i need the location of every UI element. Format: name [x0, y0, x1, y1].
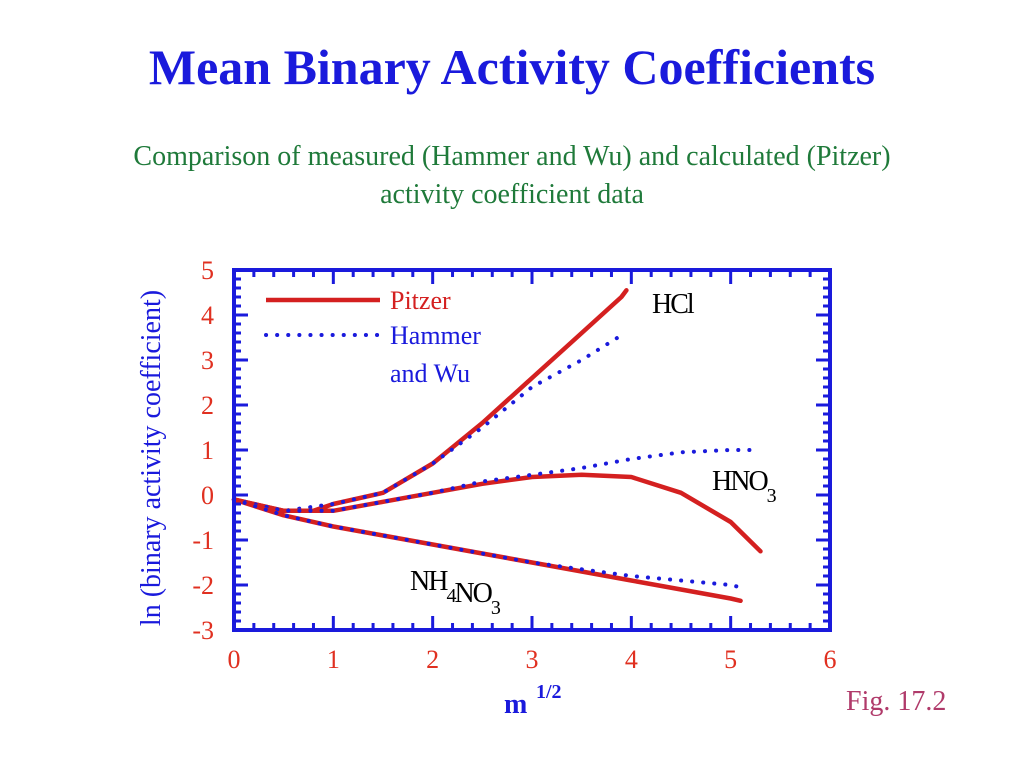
y-tick-label: 1 [201, 436, 214, 465]
labels-layer: 0 1 2 3 4 5 6 5 4 3 2 1 0 -1 -2 -3 ln (binary activity c… [136, 256, 837, 720]
legend-hammer-wu-label: Hammer [390, 321, 481, 350]
legend: Pitzer Hammer and Wu [264, 286, 481, 388]
series-hcl-hammer-wu [232, 333, 624, 513]
annotation-part: NH [410, 566, 448, 597]
y-tick-label: 3 [201, 346, 214, 375]
legend-pitzer-label: Pitzer [390, 286, 451, 315]
y-tick-label: 4 [201, 301, 214, 330]
y-tick-label: 5 [201, 256, 214, 285]
series-hno3-pitzer [231, 472, 763, 554]
slide-title: Mean Binary Activity Coefficients [148, 39, 876, 95]
x-tick-label: 3 [526, 645, 539, 674]
y-tick-label: -1 [192, 526, 214, 555]
x-tick-label: 4 [625, 645, 638, 674]
x-tick-label: 1 [327, 645, 340, 674]
annotation-part: HCl [652, 289, 695, 320]
y-tick-label: -3 [192, 616, 214, 645]
x-tick-label: 5 [724, 645, 737, 674]
ticks-layer [232, 268, 832, 632]
y-axis-label: ln (binary activity coefficient) [136, 290, 167, 626]
annotation-hno3: HNO3 [712, 466, 777, 507]
figure-label: Fig. 17.2 [846, 686, 947, 717]
y-tick-label: 2 [201, 391, 214, 420]
annotation-subscript: 3 [491, 597, 501, 619]
x-tick-label: 6 [824, 645, 837, 674]
annotation-subscript: 3 [767, 485, 777, 507]
x-tick-label: 2 [426, 645, 439, 674]
slide-subtitle: Comparison of measured (Hammer and Wu) a… [133, 141, 891, 210]
y-tick-label: 0 [201, 481, 214, 510]
annotation-hcl: HCl [652, 289, 695, 320]
annotation-nh4no3: NH4NO3 [410, 566, 501, 619]
annotation-part: NO [454, 578, 492, 609]
x-tick-label: 0 [228, 645, 241, 674]
series-nh4no3-pitzer [231, 497, 743, 604]
annotation-part: HNO [712, 466, 768, 497]
y-tick-label: -2 [192, 571, 214, 600]
plot-frame [232, 268, 832, 632]
x-axis-label: m [504, 689, 527, 720]
x-axis-label-superscript: 1/2 [536, 681, 562, 703]
series-layer [231, 288, 763, 604]
series-hno3-hammer-wu [232, 448, 753, 513]
legend-hammer-wu-label: and Wu [390, 359, 470, 388]
